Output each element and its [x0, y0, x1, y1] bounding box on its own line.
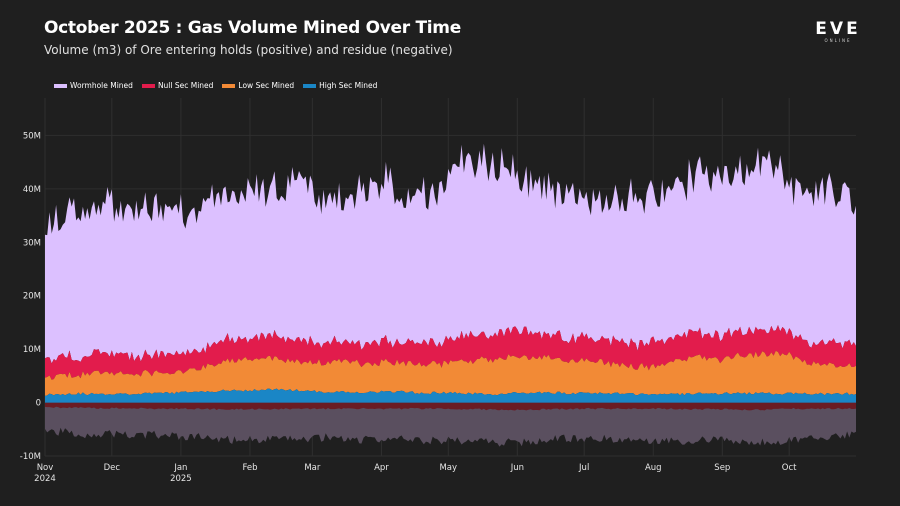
x-tick-label: Dec: [104, 463, 121, 473]
legend-item-wormhole[interactable]: Wormhole Mined: [54, 81, 133, 90]
area-low-sec: [45, 350, 856, 396]
chart-title: October 2025 : Gas Volume Mined Over Tim…: [44, 18, 461, 38]
legend-label-null-sec: Null Sec Mined: [157, 81, 214, 90]
y-tick-label: 20M: [23, 292, 41, 302]
legend-item-high-sec[interactable]: High Sec Mined: [303, 81, 377, 90]
logo-subword: ONLINE: [824, 38, 852, 43]
x-tick-label: Feb: [242, 463, 257, 473]
area-null-sec: [45, 325, 856, 380]
area-high-sec: [45, 388, 856, 403]
x-tick-label: Nov: [37, 463, 54, 473]
area-residue-dark: [45, 402, 856, 411]
area-wormhole: [45, 143, 856, 364]
y-tick-label: 50M: [23, 131, 41, 141]
x-tick-label: Jul: [578, 463, 589, 473]
legend-swatch-high-sec: [303, 83, 317, 88]
area-residue: [45, 402, 856, 447]
y-tick-label: 0: [36, 399, 41, 409]
legend-item-null-sec[interactable]: Null Sec Mined: [141, 81, 214, 90]
x-tick-sublabel: 2025: [170, 474, 192, 484]
x-tick-label: Jan: [173, 463, 187, 473]
legend-label-wormhole: Wormhole Mined: [70, 81, 133, 90]
x-tick-label: May: [439, 463, 457, 473]
logo-word: EVE: [815, 19, 861, 39]
legend-label-low-sec: Low Sec Mined: [238, 81, 295, 90]
legend-swatch-null-sec: [141, 83, 155, 88]
x-tick-label: Oct: [782, 463, 797, 473]
legend-label-high-sec: High Sec Mined: [319, 81, 378, 90]
x-tick-label: Sep: [714, 463, 730, 473]
y-tick-label: 10M: [23, 345, 41, 355]
chart-legend: Wormhole Mined Null Sec Mined Low Sec Mi…: [54, 81, 377, 90]
legend-swatch-low-sec: [222, 83, 236, 88]
legend-item-low-sec[interactable]: Low Sec Mined: [222, 81, 294, 90]
x-tick-label: Aug: [645, 463, 662, 473]
eve-online-logo: EVE ONLINE: [810, 21, 866, 44]
x-tick-label: Jun: [510, 463, 524, 473]
legend-swatch-wormhole: [54, 83, 67, 88]
y-tick-label: 40M: [23, 185, 41, 195]
x-tick-label: Mar: [304, 463, 321, 473]
y-tick-label: 30M: [23, 238, 41, 248]
chart-subtitle: Volume (m3) of Ore entering holds (posit…: [44, 43, 453, 57]
x-tick-sublabel: 2024: [34, 474, 56, 484]
x-tick-label: Apr: [374, 463, 389, 473]
y-tick-label: -10M: [20, 452, 41, 462]
